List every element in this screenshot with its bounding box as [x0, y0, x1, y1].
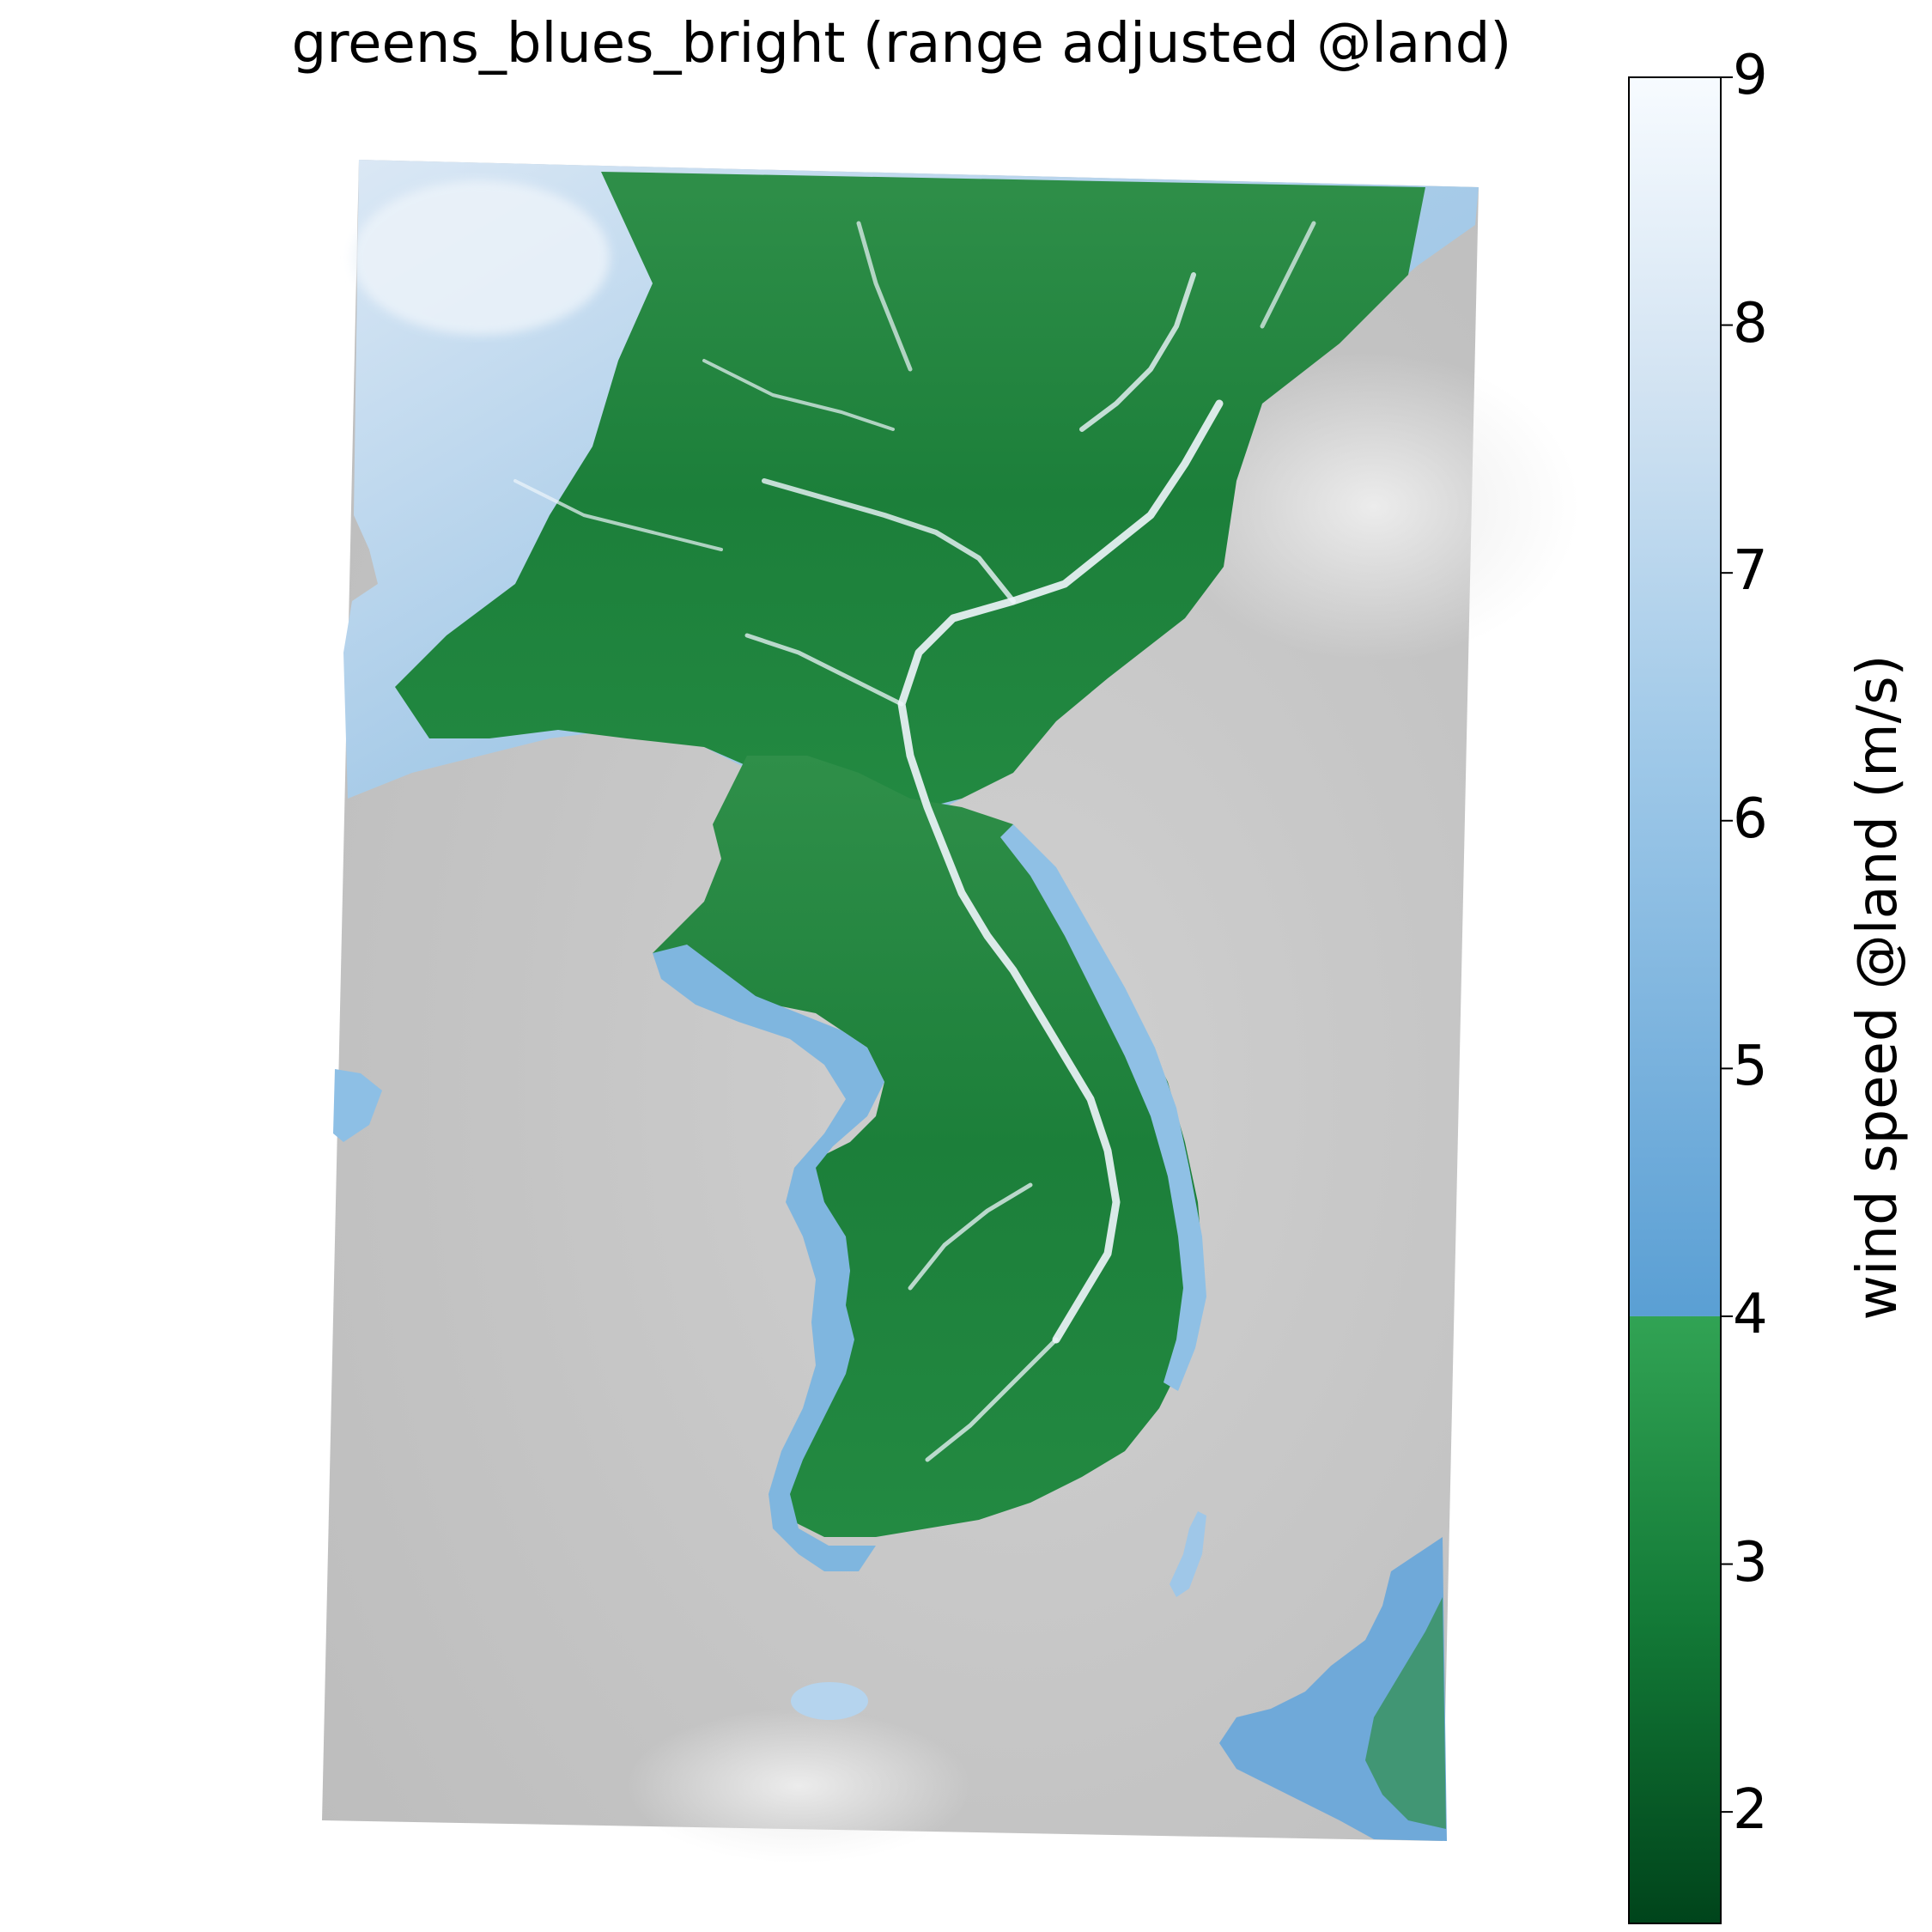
colorbar-tick-label: 8	[1733, 291, 1768, 355]
japan-green-area	[1365, 1597, 1446, 1829]
jeju-island	[791, 1682, 868, 1720]
peninsula-east-coast	[1000, 824, 1206, 1391]
colorbar-green-segment	[1629, 1315, 1721, 1923]
colorbar-tick-label: 5	[1733, 1035, 1768, 1099]
tsushima-island	[1170, 1511, 1206, 1597]
sea-bright-spot	[1168, 352, 1580, 661]
colorbar-tick-label: 7	[1733, 539, 1768, 604]
colorbar-tick-label: 2	[1733, 1778, 1768, 1843]
colorbar-label: wind speed @land (m/s)	[1846, 654, 1910, 1321]
chart-title: greens_blues_bright (range adjusted @lan…	[291, 12, 1512, 76]
colorbar-tick-label: 9	[1733, 44, 1768, 107]
colorbar-blue-segment	[1629, 77, 1721, 1316]
colorbar-tick-label: 3	[1733, 1530, 1768, 1595]
colorbar-frame	[1628, 76, 1722, 1924]
northern-mountains	[395, 172, 1425, 824]
plain-highlight	[352, 180, 610, 335]
mountain-ridges	[513, 221, 1316, 1462]
colorbar-tick-marks	[1721, 76, 1733, 1814]
sea-bright-spot	[627, 1709, 970, 1863]
peninsula-west-coast	[653, 945, 884, 1571]
korean-peninsula	[653, 756, 1202, 1537]
colorbar-tick-label: 6	[1733, 787, 1768, 851]
colorbar-tick-label: 4	[1733, 1282, 1768, 1346]
shandong-coast	[333, 1069, 382, 1142]
